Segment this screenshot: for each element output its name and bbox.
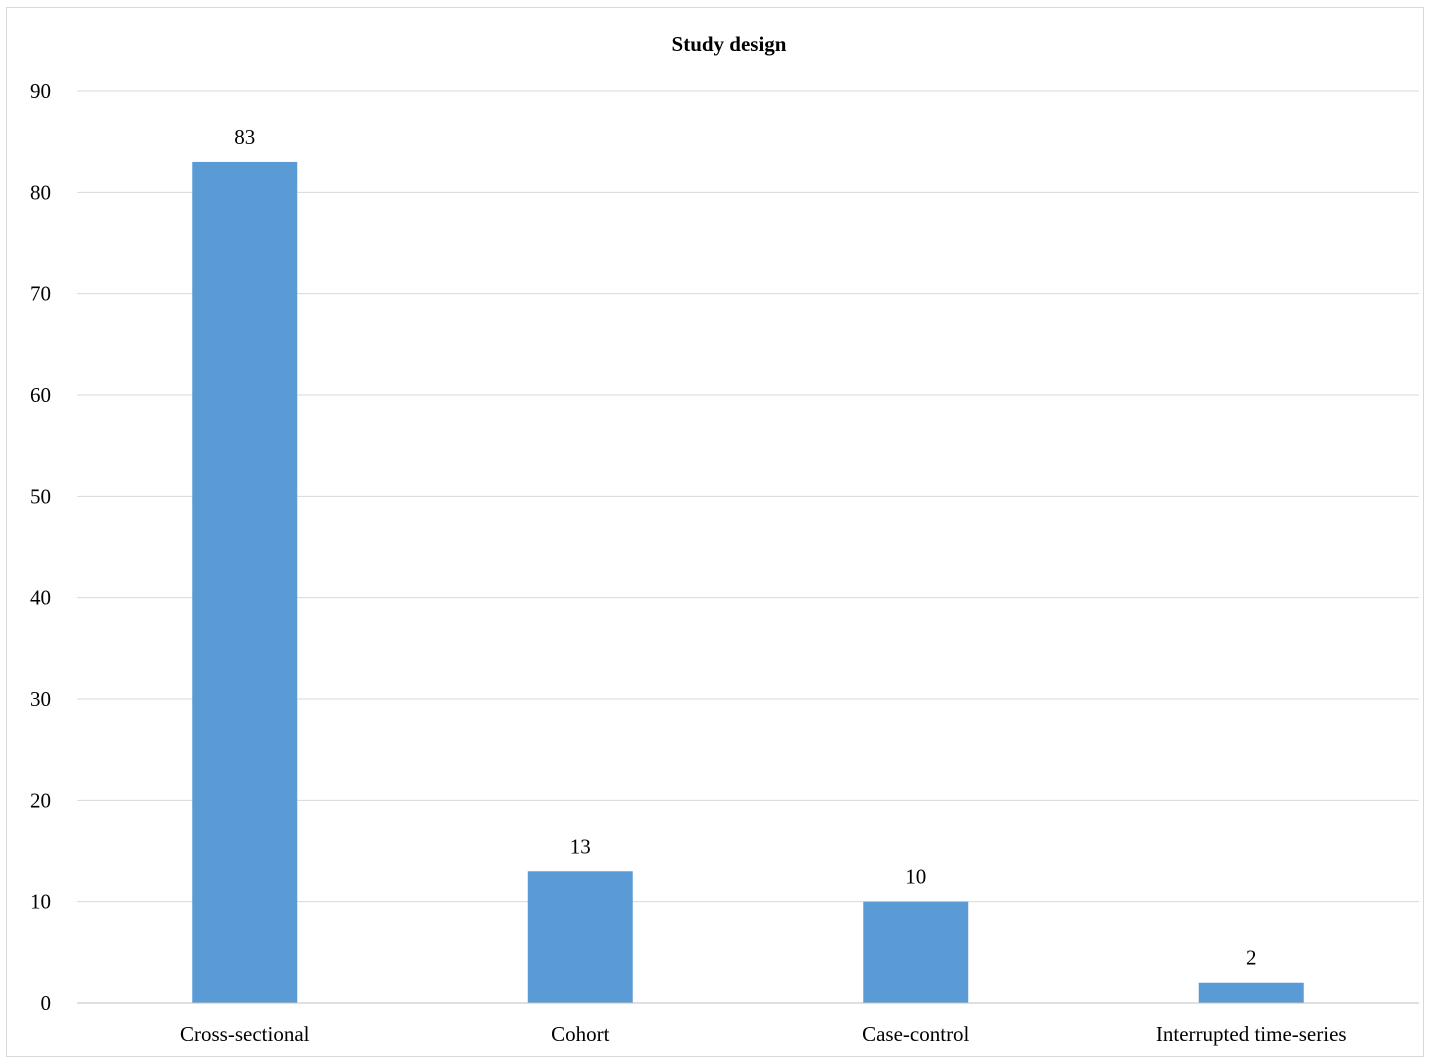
y-axis-tick-labels: 0 10 20 30 40 50 60 70 80 90 (30, 79, 51, 1015)
x-axis-category-labels: Cross-sectional Cohort Case-control Interru… (180, 1022, 1347, 1046)
x-category-label: Cohort (551, 1022, 610, 1046)
chart-title: Study design (672, 32, 787, 56)
x-category-label: Interrupted time-series (1156, 1022, 1347, 1046)
y-tick-label: 50 (30, 484, 51, 508)
x-category-label: Case-control (862, 1022, 969, 1046)
y-tick-label: 0 (41, 991, 52, 1015)
y-tick-label: 20 (30, 788, 51, 812)
y-tick-label: 70 (30, 282, 51, 306)
bar-cohort (527, 871, 633, 1003)
bar-cross-sectional (192, 161, 298, 1003)
y-tick-label: 80 (30, 180, 51, 204)
y-tick-label: 60 (30, 383, 51, 407)
data-label: 10 (905, 865, 926, 889)
data-label: 13 (570, 834, 591, 858)
bar-case-control (863, 901, 969, 1003)
x-category-label: Cross-sectional (180, 1022, 310, 1046)
bars (192, 161, 1304, 1003)
data-labels: 83 13 10 2 (234, 125, 1256, 970)
gridlines (77, 90, 1419, 903)
data-label: 83 (234, 125, 255, 149)
data-label: 2 (1246, 946, 1257, 970)
y-tick-label: 90 (30, 79, 51, 103)
y-tick-label: 30 (30, 687, 51, 711)
y-tick-label: 40 (30, 586, 51, 610)
y-tick-label: 10 (30, 890, 51, 914)
bar-interrupted-time-series (1198, 982, 1304, 1003)
